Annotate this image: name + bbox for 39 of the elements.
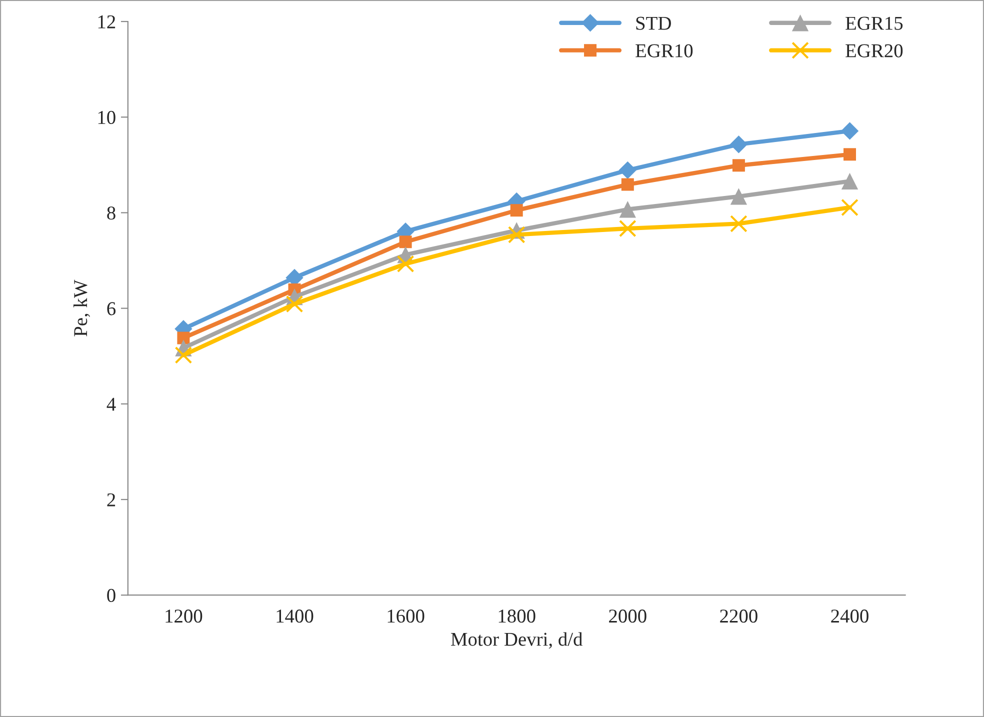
legend-label: STD	[636, 16, 671, 30]
point	[618, 220, 636, 238]
y-tick-label: 8	[107, 206, 116, 220]
y-tick-label: 2	[107, 493, 116, 506]
point	[177, 332, 190, 344]
point	[841, 198, 858, 216]
point	[286, 295, 304, 313]
point	[732, 159, 745, 172]
legend-label: EGR20	[846, 44, 903, 58]
x-axis-title: Motor Devri, d/d	[451, 632, 583, 649]
point	[618, 161, 636, 180]
point	[730, 188, 748, 205]
point	[510, 204, 523, 217]
x-tick-label: 1800	[498, 610, 536, 623]
point	[621, 178, 634, 191]
point	[730, 136, 748, 154]
point	[844, 148, 856, 161]
legend-label: EGR15	[846, 16, 903, 30]
y-axis-title: Pe, kW	[73, 280, 90, 336]
point	[619, 201, 636, 218]
x-tick-label: 1400	[276, 610, 314, 623]
x-tick-label: 1600	[388, 610, 424, 623]
x-tick-label: 1200	[166, 610, 202, 623]
point	[174, 346, 192, 364]
x-tick-label: 2400	[831, 610, 868, 623]
y-tick-label: 6	[107, 302, 116, 316]
point	[730, 215, 748, 232]
y-tick-label: 0	[107, 588, 116, 602]
y-tick-label: 10	[98, 110, 116, 124]
point	[396, 255, 414, 273]
point	[399, 236, 412, 248]
legend-label: EGR10	[636, 44, 693, 58]
point	[508, 226, 526, 244]
y-tick-label: 4	[106, 398, 116, 411]
x-tick-label: 2000	[609, 610, 646, 623]
point	[841, 172, 858, 190]
x-tick-label: 2200	[720, 610, 758, 623]
point	[840, 122, 859, 140]
y-tick-label: 12	[98, 15, 116, 28]
